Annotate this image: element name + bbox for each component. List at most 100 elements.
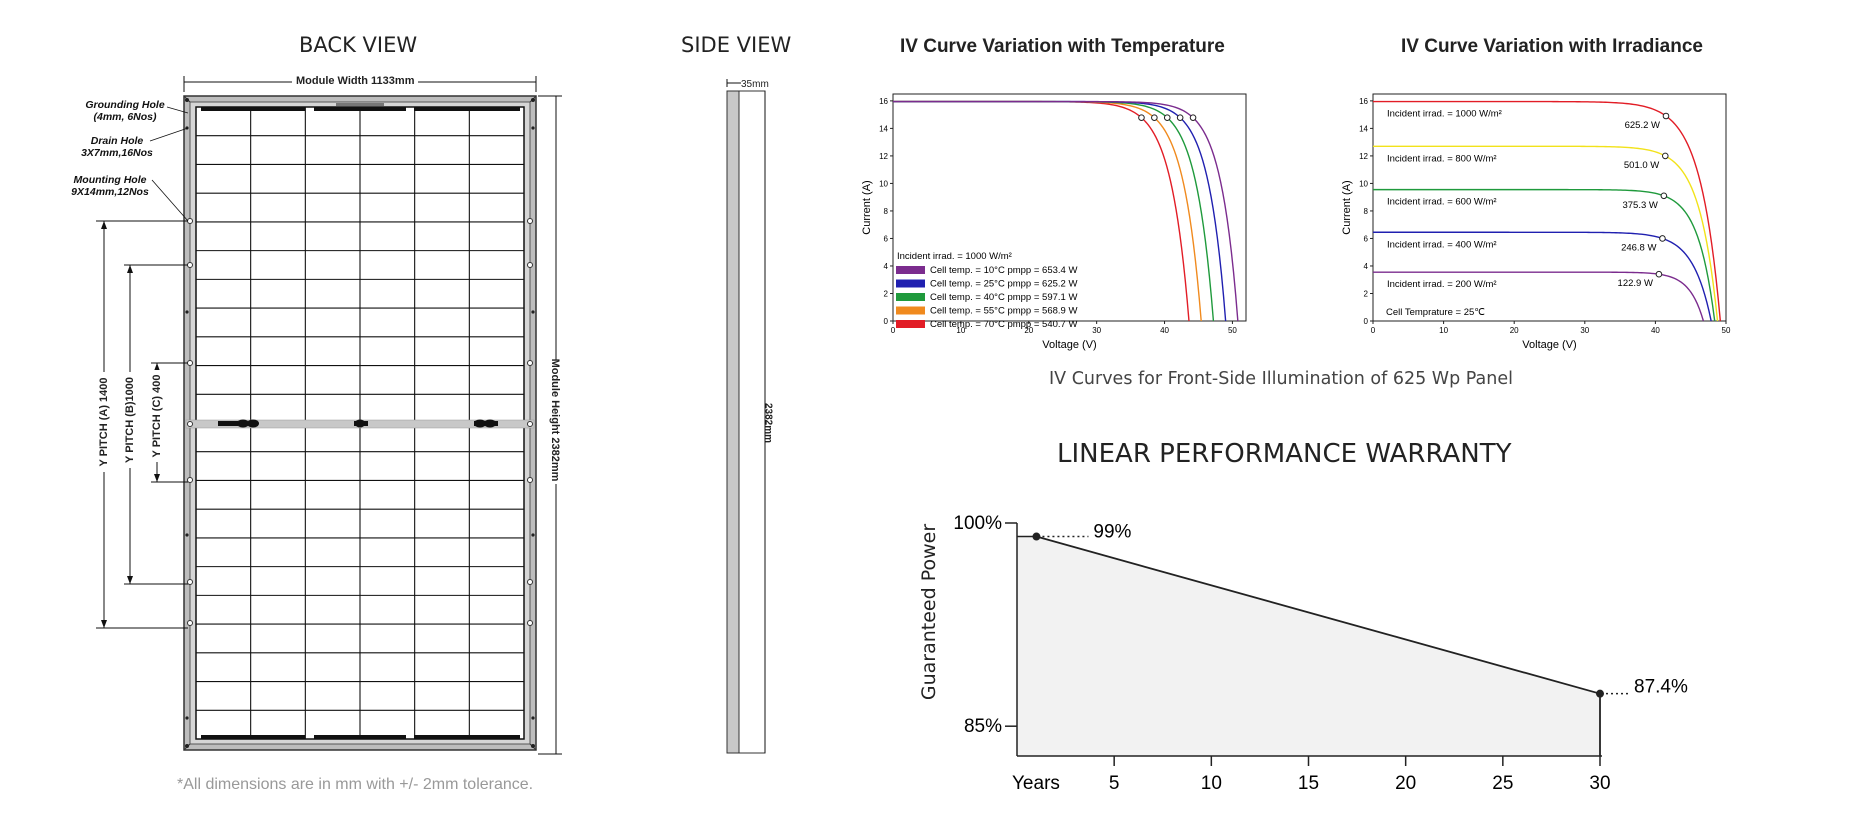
y-axis-label: Current (A) [861,180,873,234]
power-label: 375.3 W [1622,200,1657,211]
grounding-hole-label: Grounding Hole (4mm, 6Nos) [85,99,165,123]
x-tick-label: 50 [1722,326,1731,335]
legend-swatch [896,306,925,315]
y-axis-label: Current (A) [1341,180,1353,234]
iv-series-line [893,100,1239,322]
start-value-label: 99% [1093,522,1131,543]
x-tick-label: 10 [956,326,965,335]
iv-irradiance-title: IV Curve Variation with Irradiance [1401,36,1703,57]
legend-entry: Cell temp. = 40°C pmpp = 597.1 W [930,292,1077,303]
x-tick-label: 5 [1109,773,1120,794]
x-tick-label: 20 [1510,326,1519,335]
x-tick-label: 0 [891,326,896,335]
y-tick-label: 12 [1359,152,1368,161]
y-tick-label: 12 [879,152,888,161]
mpp-marker [1189,114,1197,121]
power-label: 501.0 W [1624,160,1659,171]
plot-frame [1372,93,1727,322]
iv-temperature-title: IV Curve Variation with Temperature [900,36,1225,57]
legend-entry: Cell temp. = 70°C pmpp = 540.7 W [930,319,1077,330]
side-view-drawing [726,79,766,754]
warranty-ylabel: Guaranteed Power [918,523,940,701]
x-tick-label: 40 [1160,326,1169,335]
y-tick-label-100: 100% [953,513,1002,534]
legend-swatch [896,279,925,288]
back-view-title: BACK VIEW [299,33,418,57]
x-axis-label: Voltage (V) [1042,339,1096,351]
x-tick-label: 40 [1651,326,1660,335]
warranty-title: LINEAR PERFORMANCE WARRANTY [1057,439,1512,469]
y-tick-label: 16 [879,97,888,106]
x-tick-label: 15 [1298,773,1319,794]
y-tick-label: 4 [884,262,889,271]
warranty-start-point [1032,532,1041,541]
y-tick-label: 16 [1359,97,1368,106]
mpp-marker [1655,270,1663,278]
warranty-area [1017,536,1600,756]
x-tick-label: 10 [1439,326,1448,335]
x-tick-label: 30 [1580,326,1589,335]
iv-series-line [1373,271,1705,322]
irradiance-label: Incident irrad. = 200 W/m² [1387,279,1497,290]
y-pitch-b-label: Y PITCH (B)1000 [124,377,136,463]
irradiance-label: Incident irrad. = 800 W/m² [1387,153,1497,164]
legend-swatch [896,266,925,274]
side-view-title: SIDE VIEW [681,33,792,57]
y-tick-label: 10 [1359,179,1368,188]
legend-swatch [896,293,925,301]
iv-series-line [1373,231,1712,322]
module-width-label: Module Width 1133mm [296,75,415,87]
y-tick-label: 14 [1359,124,1368,133]
cell-temp-label: Cell Temprature = 25℃ [1386,307,1485,318]
iv-series-line [1373,145,1719,322]
legend-entry: Cell temp. = 55°C pmpp = 568.9 W [930,306,1077,317]
y-tick-label: 8 [1364,207,1369,216]
warranty-chart: 100% 85% 99% 87.4% 5 10 15 20 25 30 Years [953,513,1688,794]
plot-frame [892,93,1247,322]
y-tick-label: 8 [884,207,889,216]
iv-irradiance-chart: 0 10 20 30 40 50 0 2 4 6 8 10 12 14 16 Voltage (V) Curre… [1341,93,1731,351]
legend-swatch [896,320,925,328]
back-view-drawing [96,74,563,755]
iv-temperature-chart: 0 10 20 30 40 50 0 2 4 6 8 10 12 14 16 Voltage (V) Curre… [861,93,1247,351]
drain-hole-label: Drain Hole 3X7mm,16Nos [81,135,153,159]
mpp-marker [1176,114,1184,121]
y-pitch-c-label: Y PITCH (C) 400 [151,374,163,458]
power-label: 246.8 W [1621,242,1656,253]
module-height-label: Module Height 2382mm [549,358,561,482]
iv-series-line [1373,100,1722,322]
y-tick-label: 2 [1364,289,1369,298]
x-tick-label: 20 [1024,326,1033,335]
warranty-end-point [1596,689,1604,698]
irradiance-label: Incident irrad. = 400 W/m² [1387,239,1497,250]
iv-series-line [1373,188,1716,322]
power-label: 122.9 W [1618,278,1653,289]
y-tick-label: 14 [879,124,888,133]
warranty-line [1036,535,1601,695]
irradiance-label: Incident irrad. = 600 W/m² [1387,197,1497,208]
x-tick-label: 20 [1395,773,1416,794]
mpp-marker [1138,114,1145,121]
side-height-label: 2382mm [762,402,774,444]
end-value-label: 87.4% [1634,677,1688,698]
legend-entry: Cell temp. = 10°C pmpp = 653.4 W [930,265,1077,276]
legend-entry: Cell temp. = 25°C pmpp = 625.2 W [930,279,1077,290]
y-pitch-a-label: Y PITCH (A) 1400 [98,377,110,467]
mpp-marker [1661,152,1669,160]
x-tick-label: 10 [1201,773,1222,794]
x-tick-label: 30 [1589,773,1610,794]
x-tick-label: 30 [1092,326,1101,335]
iv-caption: IV Curves for Front-Side Illumination of… [1049,369,1513,389]
x-tick-label: 50 [1228,326,1237,335]
x-tick-label: 0 [1371,326,1376,335]
mpp-marker [1660,192,1668,200]
power-label: 625.2 W [1625,120,1660,131]
side-thickness-label: 35mm [741,79,769,90]
y-tick-label: 6 [884,234,889,243]
y-tick-label: 2 [884,289,889,298]
x-axis-title: Years [1012,773,1060,794]
mounting-hole-label: Mounting Hole 9X14mm,12Nos [71,174,149,198]
mpp-marker [1659,235,1666,242]
irradiance-label: Incident irrad. = 1000 W/m² [1387,109,1502,120]
mpp-marker [1662,112,1670,120]
